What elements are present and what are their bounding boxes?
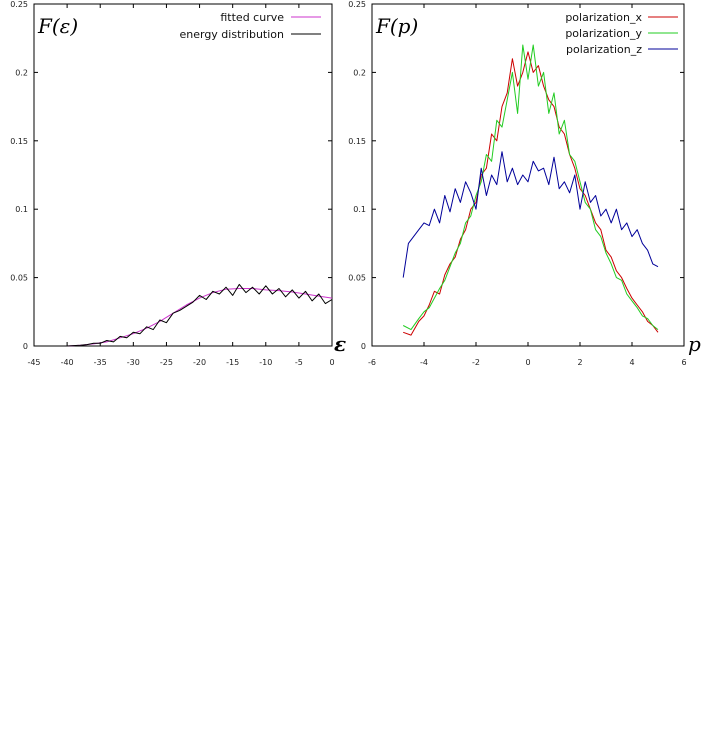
series-line-polarization-y xyxy=(402,44,659,331)
x-tick-label: -6 xyxy=(368,358,376,367)
y-tick-label: 0.05 xyxy=(348,274,366,283)
polarization-x-ticks: -6 -4 -2 0 2 4 6 xyxy=(368,4,687,367)
y-tick-label: 0.25 xyxy=(10,0,28,9)
x-tick-label: -20 xyxy=(193,358,206,367)
y-tick-label: 0.25 xyxy=(348,0,366,9)
y-tick-label: 0.1 xyxy=(353,205,366,214)
x-tick-label: -5 xyxy=(295,358,303,367)
energy-x-ticks: -45 -40 -35 -30 -25 -20 -15 -10 -5 0 xyxy=(27,4,335,367)
polarization-series xyxy=(402,44,659,336)
x-tick-label: -30 xyxy=(127,358,140,367)
legend-label-polarization-x: polarization_x xyxy=(565,11,642,24)
energy-y-axis-label: F(ε) xyxy=(37,14,78,38)
legend-label-fitted-curve: fitted curve xyxy=(220,11,284,24)
figure: 00.050.10.150.20.25 -45 -40 -35 -30 -25 -20 -1… xyxy=(10,0,701,367)
y-tick-label: 0 xyxy=(361,342,366,351)
y-tick-label: 0.2 xyxy=(353,68,366,77)
series-line-polarization-x xyxy=(403,51,659,336)
energy-series xyxy=(34,283,333,347)
polarization-legend: polarization_x polarization_y polarizati… xyxy=(565,11,678,56)
x-tick-label: -4 xyxy=(420,358,428,367)
x-tick-label: -25 xyxy=(160,358,173,367)
legend-label-polarization-y: polarization_y xyxy=(565,27,642,40)
energy-plot-frame xyxy=(33,3,333,347)
x-tick-label: 6 xyxy=(681,358,686,367)
x-tick-label: -10 xyxy=(259,358,272,367)
polarization-x-axis-label: p xyxy=(688,332,701,356)
energy-legend: fitted curve energy distribution xyxy=(179,11,321,41)
x-tick-label: 2 xyxy=(577,358,582,367)
x-tick-label: 0 xyxy=(329,358,334,367)
energy-x-axis-label: ε xyxy=(334,332,346,356)
y-tick-label: 0.15 xyxy=(348,137,366,146)
series-line-energy-distribution xyxy=(34,283,333,347)
energy-y-ticks: 0 0.05 0.1 0.15 0.2 0.25 xyxy=(10,0,332,351)
series-line-polarization-z xyxy=(402,151,659,278)
x-tick-label: 4 xyxy=(629,358,634,367)
legend-label-energy-distribution: energy distribution xyxy=(179,28,284,41)
legend-label-polarization-z: polarization_z xyxy=(566,43,642,56)
x-tick-label: -15 xyxy=(226,358,239,367)
polarization-y-axis-label: F(p) xyxy=(375,14,418,38)
y-tick-label: 0.15 xyxy=(10,137,28,146)
polarization-y-ticks: 0 0.05 0.1 0.15 0.2 0.25 xyxy=(348,0,684,351)
y-tick-label: 0 xyxy=(23,342,28,351)
series-line-fitted-curve xyxy=(34,288,333,347)
x-tick-label: -2 xyxy=(472,358,480,367)
energy-chart: 0 0.05 0.1 0.15 0.2 0.25 -45 -40 -35 -30 -25 -20 -1… xyxy=(10,0,346,367)
y-tick-label: 0.1 xyxy=(15,205,28,214)
y-tick-label: 0.05 xyxy=(10,274,28,283)
polarization-chart: 0 0.05 0.1 0.15 0.2 0.25 -6 -4 -2 0 2 4 6 F(p) p po… xyxy=(348,0,701,367)
x-tick-label: -40 xyxy=(61,358,74,367)
x-tick-label: -35 xyxy=(94,358,107,367)
x-tick-label: -45 xyxy=(27,358,40,367)
x-tick-label: 0 xyxy=(525,358,530,367)
y-tick-label: 0.2 xyxy=(15,68,28,77)
